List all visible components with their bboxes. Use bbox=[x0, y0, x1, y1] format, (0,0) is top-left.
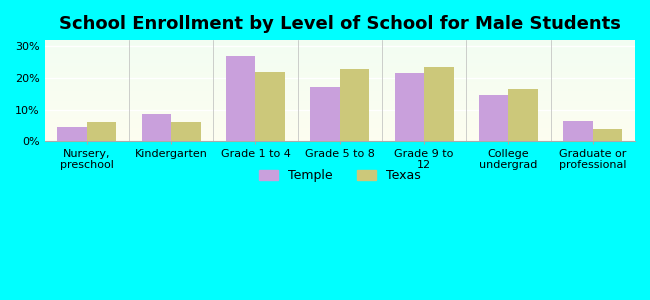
Bar bbox=[310, 88, 340, 141]
Bar bbox=[87, 122, 116, 141]
Bar bbox=[226, 56, 255, 141]
Bar bbox=[424, 67, 454, 141]
Bar bbox=[395, 73, 424, 141]
Bar bbox=[508, 89, 538, 141]
Legend: Temple, Texas: Temple, Texas bbox=[254, 164, 426, 188]
Bar bbox=[57, 127, 87, 141]
Bar bbox=[564, 121, 593, 141]
Bar bbox=[593, 128, 622, 141]
Bar bbox=[479, 95, 508, 141]
Bar bbox=[255, 72, 285, 141]
Bar bbox=[340, 68, 369, 141]
Bar bbox=[171, 122, 201, 141]
Title: School Enrollment by Level of School for Male Students: School Enrollment by Level of School for… bbox=[59, 15, 621, 33]
Bar bbox=[142, 114, 171, 141]
